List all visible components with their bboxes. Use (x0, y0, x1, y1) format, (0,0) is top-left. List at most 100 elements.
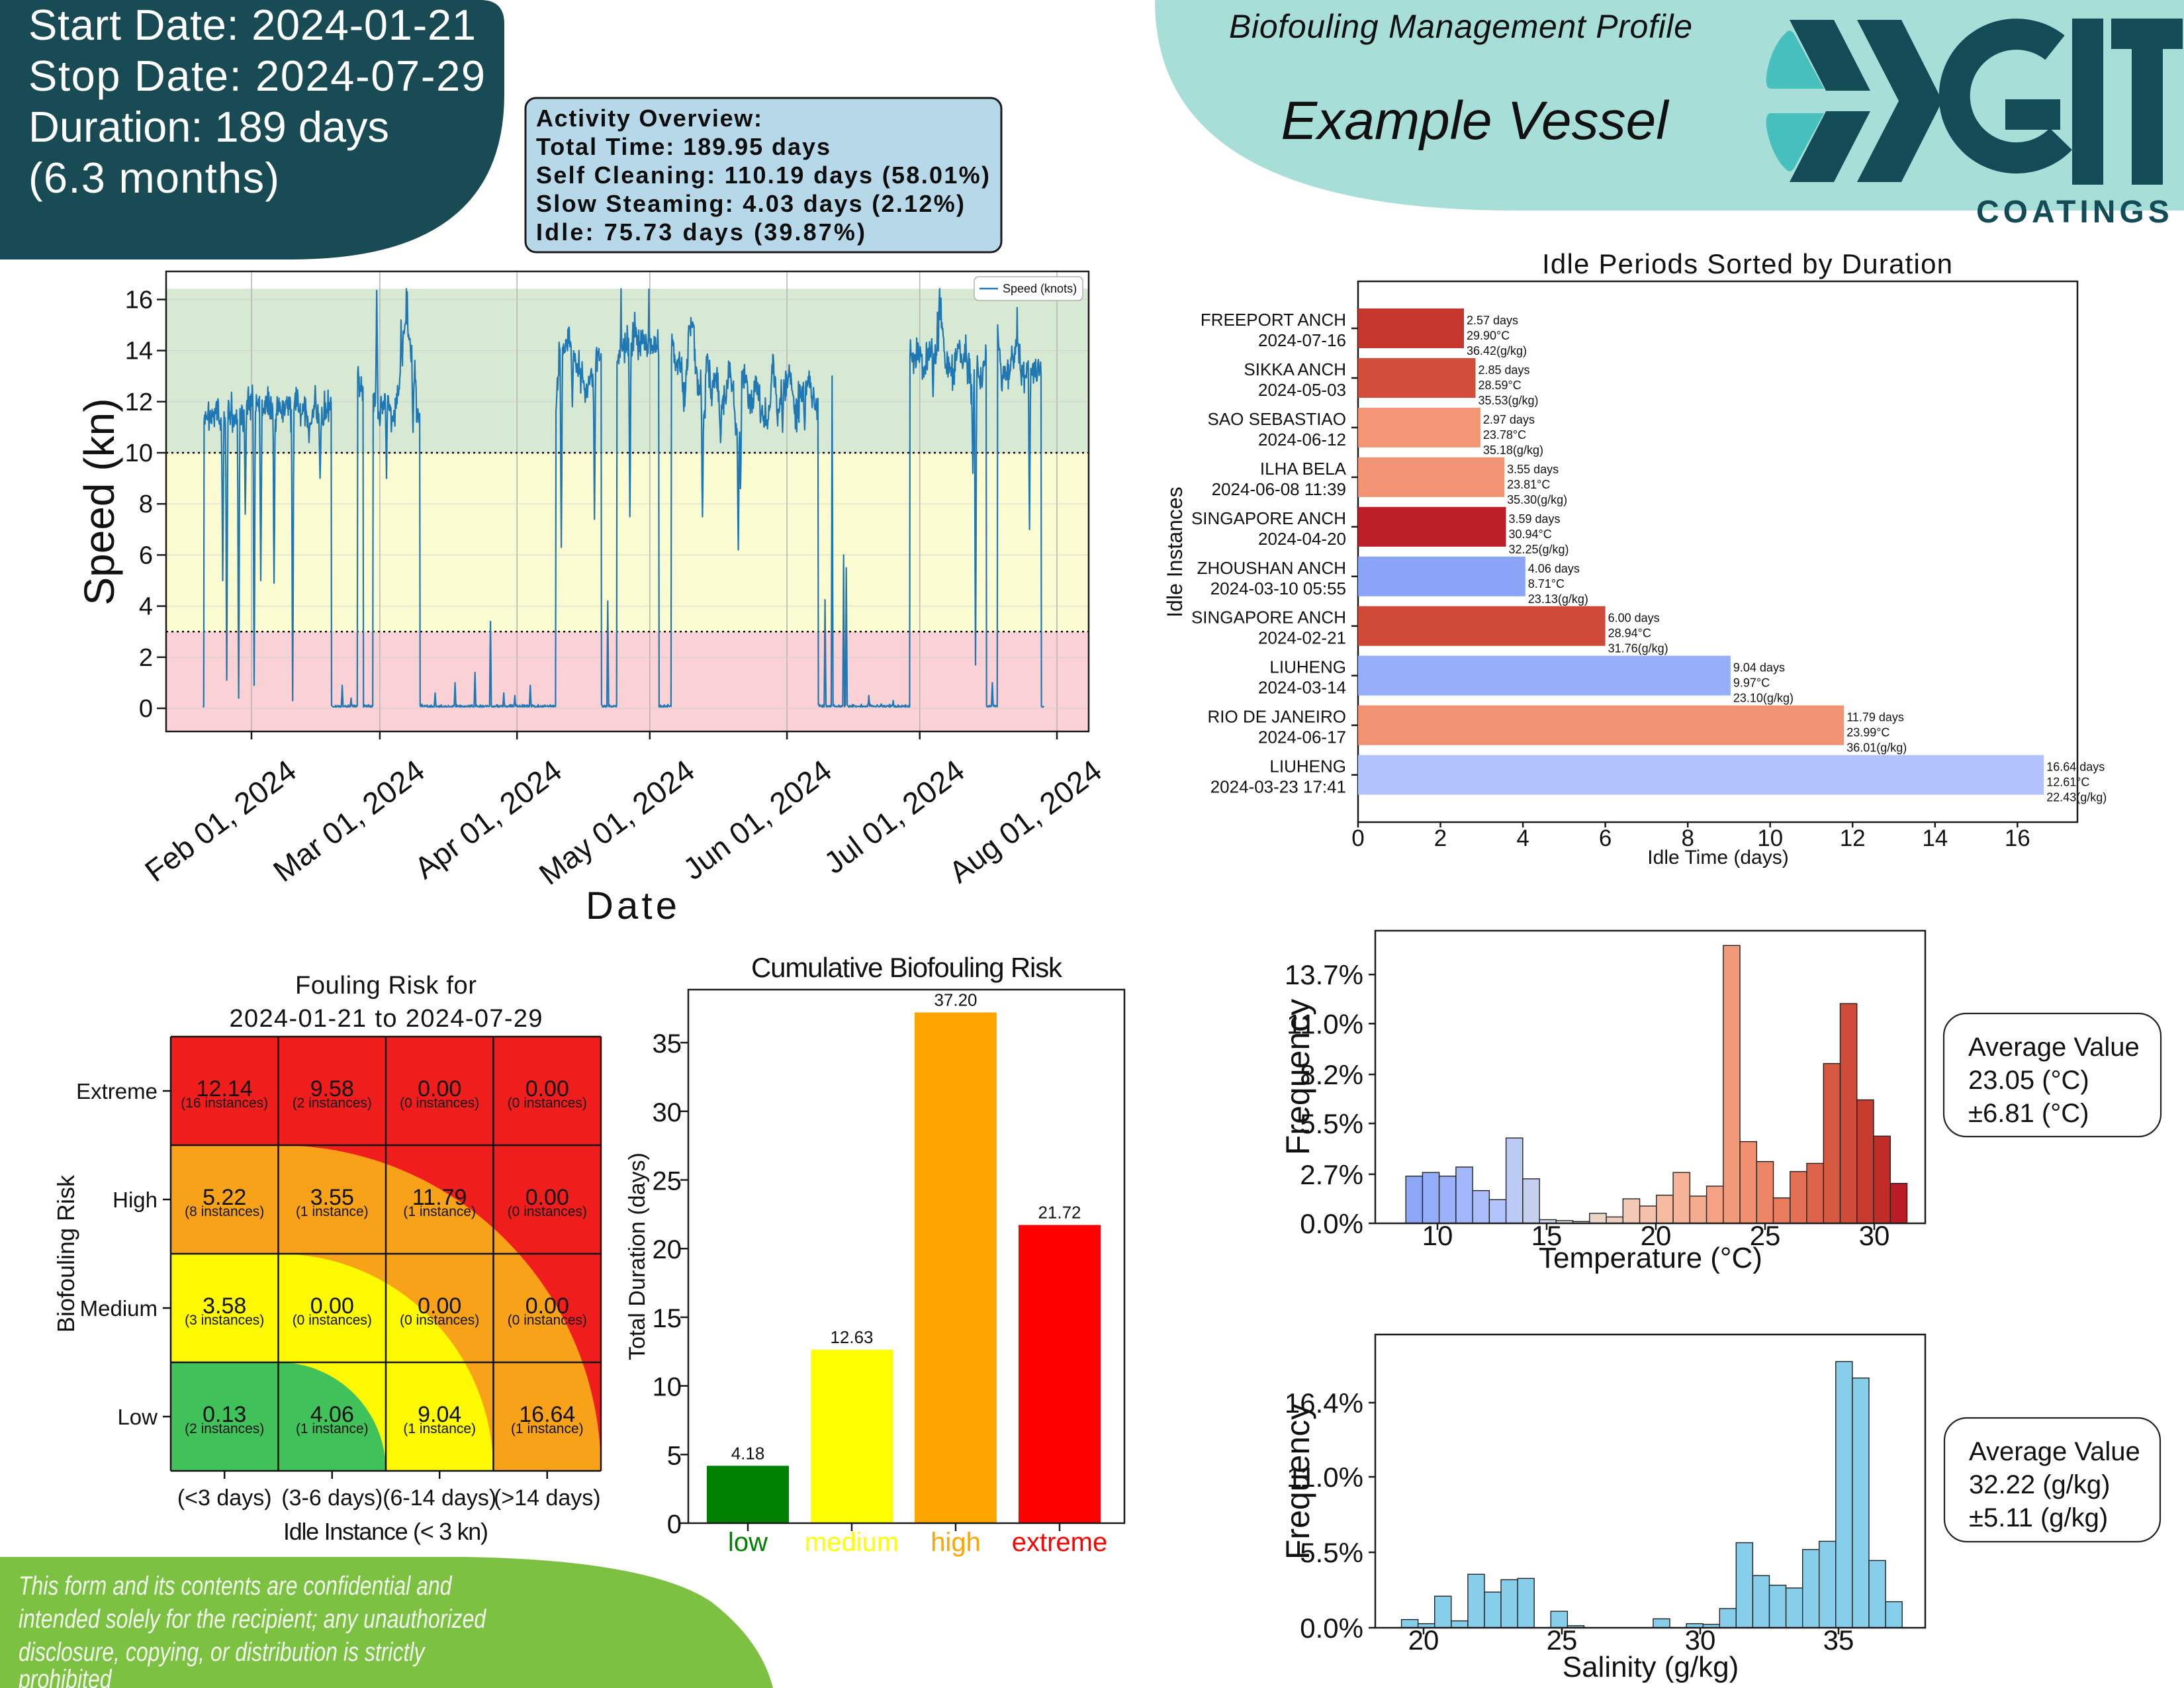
svg-text:10: 10 (125, 440, 153, 467)
svg-text:30: 30 (1859, 1220, 1890, 1251)
svg-text:12.14: 12.14 (197, 1076, 253, 1102)
svg-text:(1 instance): (1 instance) (403, 1421, 476, 1436)
svg-text:6.00 days: 6.00 days (1608, 612, 1660, 625)
svg-text:(1 instance): (1 instance) (403, 1204, 476, 1219)
svg-text:2024-03-14: 2024-03-14 (1258, 678, 1346, 698)
svg-text:15: 15 (653, 1304, 682, 1333)
svg-text:SAO SEBASTIAO: SAO SEBASTIAO (1207, 409, 1346, 429)
svg-text:12.61°C: 12.61°C (2046, 776, 2089, 789)
svg-text:LIUHENG: LIUHENG (1269, 757, 1346, 776)
svg-text:Frequency: Frequency (1279, 999, 1316, 1155)
svg-text:2024-06-12: 2024-06-12 (1258, 430, 1346, 449)
svg-text:(2 instances): (2 instances) (185, 1421, 264, 1436)
svg-text:23.81°C: 23.81°C (1507, 478, 1550, 491)
svg-text:Duration: 189 days: Duration: 189 days (28, 103, 389, 151)
svg-text:14: 14 (125, 338, 153, 365)
svg-text:5.5%: 5.5% (1300, 1108, 1363, 1139)
svg-text:5.5%: 5.5% (1300, 1537, 1363, 1568)
svg-text:12.63: 12.63 (830, 1327, 873, 1347)
svg-text:30: 30 (1685, 1624, 1716, 1656)
svg-text:prohibited: prohibited (18, 1664, 113, 1688)
svg-text:25: 25 (1547, 1624, 1578, 1656)
svg-text:low: low (728, 1528, 768, 1557)
svg-text:35: 35 (653, 1029, 682, 1058)
svg-text:Average Value: Average Value (1968, 1033, 2140, 1062)
svg-text:(1 instance): (1 instance) (296, 1204, 369, 1219)
svg-text:(1 instance): (1 instance) (511, 1421, 584, 1436)
svg-text:8.71°C: 8.71°C (1528, 577, 1565, 590)
svg-text:35.18(g/kg): 35.18(g/kg) (1483, 444, 1543, 457)
svg-text:Medium: Medium (80, 1296, 158, 1321)
svg-text:0.0%: 0.0% (1300, 1208, 1363, 1239)
svg-text:4.06 days: 4.06 days (1528, 562, 1580, 575)
svg-text:8: 8 (139, 491, 153, 518)
svg-text:Speed (knots): Speed (knots) (1003, 282, 1077, 295)
svg-text:2.57 days: 2.57 days (1467, 314, 1518, 327)
svg-text:2024-01-21 to 2024-07-29: 2024-01-21 to 2024-07-29 (230, 1005, 543, 1033)
svg-text:Frequency: Frequency (1279, 1403, 1316, 1560)
svg-text:9.04: 9.04 (418, 1402, 461, 1427)
svg-text:(>14 days): (>14 days) (494, 1485, 601, 1511)
svg-text:10: 10 (1422, 1220, 1453, 1251)
svg-text:2024-06-08 11:39: 2024-06-08 11:39 (1212, 479, 1346, 499)
svg-text:(0 instances): (0 instances) (508, 1096, 587, 1111)
svg-text:25: 25 (1750, 1220, 1781, 1251)
svg-text:Aug 01, 2024: Aug 01, 2024 (942, 753, 1108, 889)
svg-text:Total Duration (days): Total Duration (days) (625, 1152, 650, 1360)
svg-text:extreme: extreme (1012, 1528, 1108, 1557)
svg-text:(0 instances): (0 instances) (400, 1313, 479, 1328)
svg-text:SINGAPORE ANCH: SINGAPORE ANCH (1191, 508, 1346, 528)
svg-text:13.7%: 13.7% (1285, 959, 1363, 990)
svg-text:2: 2 (139, 644, 153, 672)
svg-text:Salinity (g/kg): Salinity (g/kg) (1563, 1651, 1739, 1683)
svg-text:±5.11 (g/kg): ±5.11 (g/kg) (1969, 1503, 2108, 1532)
svg-text:4: 4 (139, 593, 153, 621)
svg-text:36.01(g/kg): 36.01(g/kg) (1846, 741, 1907, 755)
svg-text:3.58: 3.58 (203, 1293, 246, 1319)
svg-text:6: 6 (139, 541, 153, 569)
svg-text:0: 0 (667, 1510, 682, 1539)
svg-text:32.22 (g/kg): 32.22 (g/kg) (1969, 1470, 2110, 1499)
svg-text:(0 instances): (0 instances) (293, 1313, 372, 1328)
svg-text:2024-03-23 17:41: 2024-03-23 17:41 (1210, 777, 1346, 797)
svg-text:10: 10 (1757, 825, 1783, 851)
svg-text:4: 4 (1516, 825, 1529, 851)
svg-text:14: 14 (1922, 825, 1948, 851)
svg-text:(3-6 days): (3-6 days) (281, 1485, 383, 1511)
svg-text:Idle Periods Sorted by Duratio: Idle Periods Sorted by Duration (1542, 248, 1952, 279)
svg-text:Average Value: Average Value (1969, 1437, 2140, 1466)
svg-text:0: 0 (1351, 825, 1364, 851)
svg-text:37.20: 37.20 (934, 990, 977, 1010)
svg-text:(1 instance): (1 instance) (296, 1421, 369, 1436)
svg-text:FREEPORT ANCH: FREEPORT ANCH (1201, 310, 1346, 330)
svg-text:0.00: 0.00 (525, 1185, 569, 1210)
svg-text:8: 8 (1681, 825, 1694, 851)
svg-text:31.76(g/kg): 31.76(g/kg) (1608, 642, 1668, 655)
svg-text:16.64 days: 16.64 days (2046, 761, 2105, 774)
svg-text:Idle Time (days): Idle Time (days) (1647, 847, 1788, 868)
svg-text:(3 instances): (3 instances) (185, 1313, 264, 1328)
svg-text:Biofouling Management Profile: Biofouling Management Profile (1229, 8, 1692, 45)
svg-text:12: 12 (125, 389, 153, 416)
svg-text:3.55: 3.55 (310, 1185, 354, 1210)
svg-text:28.59°C: 28.59°C (1479, 379, 1522, 392)
svg-text:35: 35 (1823, 1624, 1854, 1656)
svg-text:9.04 days: 9.04 days (1733, 661, 1785, 675)
svg-text:16: 16 (125, 286, 153, 314)
svg-text:(<3 days): (<3 days) (177, 1485, 272, 1511)
svg-text:23.13(g/kg): 23.13(g/kg) (1528, 592, 1588, 606)
svg-text:23.05 (°C): 23.05 (°C) (1968, 1066, 2089, 1095)
svg-text:Biofouling Risk: Biofouling Risk (52, 1174, 79, 1333)
svg-text:This form and its contents are: This form and its contents are confident… (19, 1571, 453, 1601)
svg-text:2024-07-16: 2024-07-16 (1258, 330, 1346, 350)
svg-text:20: 20 (1408, 1624, 1439, 1656)
svg-text:high: high (931, 1528, 981, 1557)
svg-text:11.0%: 11.0% (1287, 1008, 1363, 1039)
svg-text:High: High (113, 1188, 158, 1212)
svg-text:Stop Date: 2024-07-29: Stop Date: 2024-07-29 (28, 52, 485, 100)
svg-text:4.06: 4.06 (310, 1402, 354, 1427)
svg-text:Activity Overview:: Activity Overview: (536, 105, 762, 132)
svg-text:Date: Date (586, 884, 677, 927)
svg-text:0.0%: 0.0% (1300, 1613, 1363, 1644)
svg-text:(6.3 months): (6.3 months) (28, 154, 279, 202)
